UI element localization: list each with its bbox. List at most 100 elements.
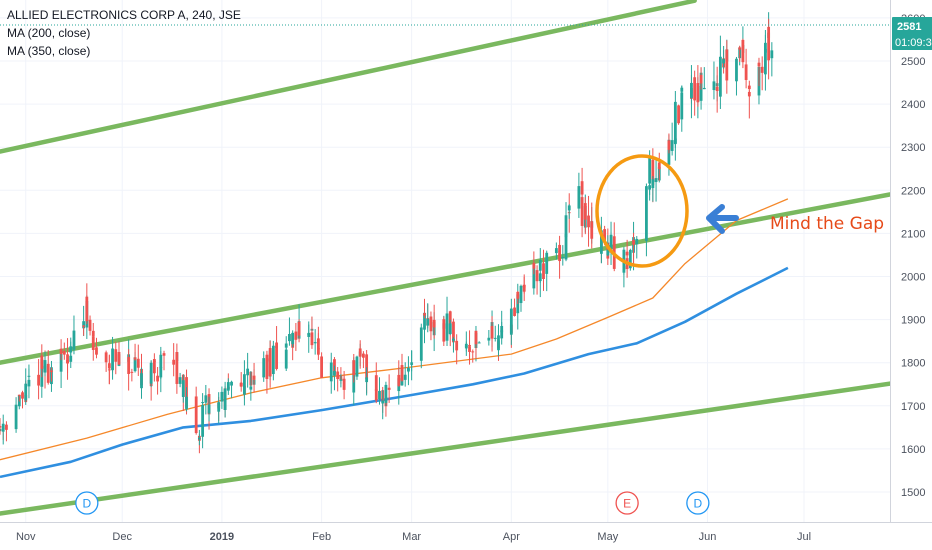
candle-body (320, 356, 323, 378)
candle-body (275, 342, 278, 369)
candle-body (400, 365, 404, 381)
candle-body (580, 181, 584, 195)
candle-body (764, 42, 767, 53)
candle-body (452, 321, 455, 343)
candle-body (329, 362, 333, 382)
event-marker-e[interactable]: E (615, 491, 639, 515)
event-marker-d[interactable]: D (686, 491, 710, 515)
candle-body (609, 234, 613, 247)
candle-body (542, 277, 545, 279)
candle-body (735, 58, 738, 82)
candle-body (606, 249, 610, 256)
candle-body (722, 59, 725, 64)
candle-body (747, 91, 751, 97)
candle-body (564, 215, 568, 238)
event-marker-circle (75, 491, 99, 515)
candle-body (407, 368, 410, 371)
candle-body (37, 374, 40, 386)
candle-body (744, 64, 748, 80)
candle-body (339, 379, 343, 381)
candle-body (387, 387, 391, 390)
last-price-badge: 2581 01:09:3 (892, 17, 932, 50)
candle-body (27, 379, 31, 387)
ma200-legend[interactable]: MA (200, close) (7, 26, 91, 40)
candle-body (156, 375, 159, 382)
candle-body (715, 86, 719, 92)
candle-body (561, 257, 565, 259)
candle-body (268, 348, 272, 377)
candle-body (500, 330, 504, 339)
candle-body (117, 351, 121, 365)
candle-body (764, 48, 767, 75)
time-tick: Jul (797, 531, 811, 543)
event-marker-d[interactable]: D (75, 491, 99, 515)
candle-body (130, 371, 134, 373)
candle-body (162, 353, 166, 356)
candle-body (455, 340, 459, 351)
candle-body (725, 49, 729, 81)
candle-body (207, 404, 211, 414)
price-tick: 1600 (901, 444, 925, 456)
candle-body (217, 402, 221, 412)
candle-body (397, 374, 401, 386)
candle-body (651, 159, 655, 186)
candle-body (423, 312, 426, 330)
candle-body (66, 359, 69, 364)
time-tick: Apr (503, 531, 520, 543)
candle-body (767, 26, 771, 61)
ma350-legend[interactable]: MA (350, close) (7, 44, 91, 58)
candle-body (381, 400, 385, 404)
candle-body (59, 348, 63, 355)
candle-body (365, 377, 369, 383)
candle-body (107, 369, 111, 371)
candle-body (91, 330, 95, 337)
time-tick: Nov (16, 531, 36, 543)
candle-body (532, 264, 536, 289)
candle-body (284, 349, 288, 369)
symbol-title[interactable]: ALLIED ELECTRONICS CORP A, 240, JSE (7, 8, 241, 22)
price-tick: 2100 (901, 228, 925, 240)
ma350-line (0, 198, 789, 461)
time-axis: Nov Dec 2019 Feb Mar Apr May Jun Jul (0, 522, 932, 550)
candle-body (284, 343, 288, 348)
candle-body (95, 347, 98, 355)
event-marker-label: E (623, 497, 631, 511)
candle-body (175, 352, 179, 384)
candle-body (770, 50, 774, 59)
candle-body (291, 332, 295, 345)
candle-body (374, 389, 378, 401)
price-axis-bg (890, 0, 932, 550)
candle-body (204, 395, 208, 403)
candle-body (111, 348, 114, 371)
candle-body (27, 375, 31, 377)
candle-body (297, 321, 301, 336)
candle-body (693, 77, 697, 101)
candle-body (185, 396, 188, 410)
channel-line (0, 379, 903, 516)
candle-body (696, 83, 700, 103)
candle-body (468, 346, 471, 352)
chart-legend: ALLIED ELECTRONICS CORP A, 240, JSE MA (… (7, 6, 241, 60)
arrow-head (706, 204, 725, 234)
candle-body (85, 296, 89, 322)
candle-body (426, 318, 430, 326)
candle-body (14, 404, 18, 430)
candle-body (603, 229, 607, 242)
candle-body (670, 140, 674, 151)
price-badge-value: 2581 (897, 21, 921, 33)
candle-body (432, 319, 436, 328)
candle-body (677, 105, 680, 124)
candle-body (333, 370, 336, 376)
candle-body (654, 178, 658, 183)
candle-body (680, 87, 684, 92)
candle-body (587, 215, 590, 228)
candle-body (680, 92, 684, 120)
candle-body (718, 56, 722, 97)
candle-body (651, 179, 655, 189)
candle-body (159, 354, 163, 369)
candle-body (516, 291, 520, 299)
candle-body (114, 349, 118, 362)
candle-body (358, 348, 362, 357)
candle-body (760, 66, 764, 73)
